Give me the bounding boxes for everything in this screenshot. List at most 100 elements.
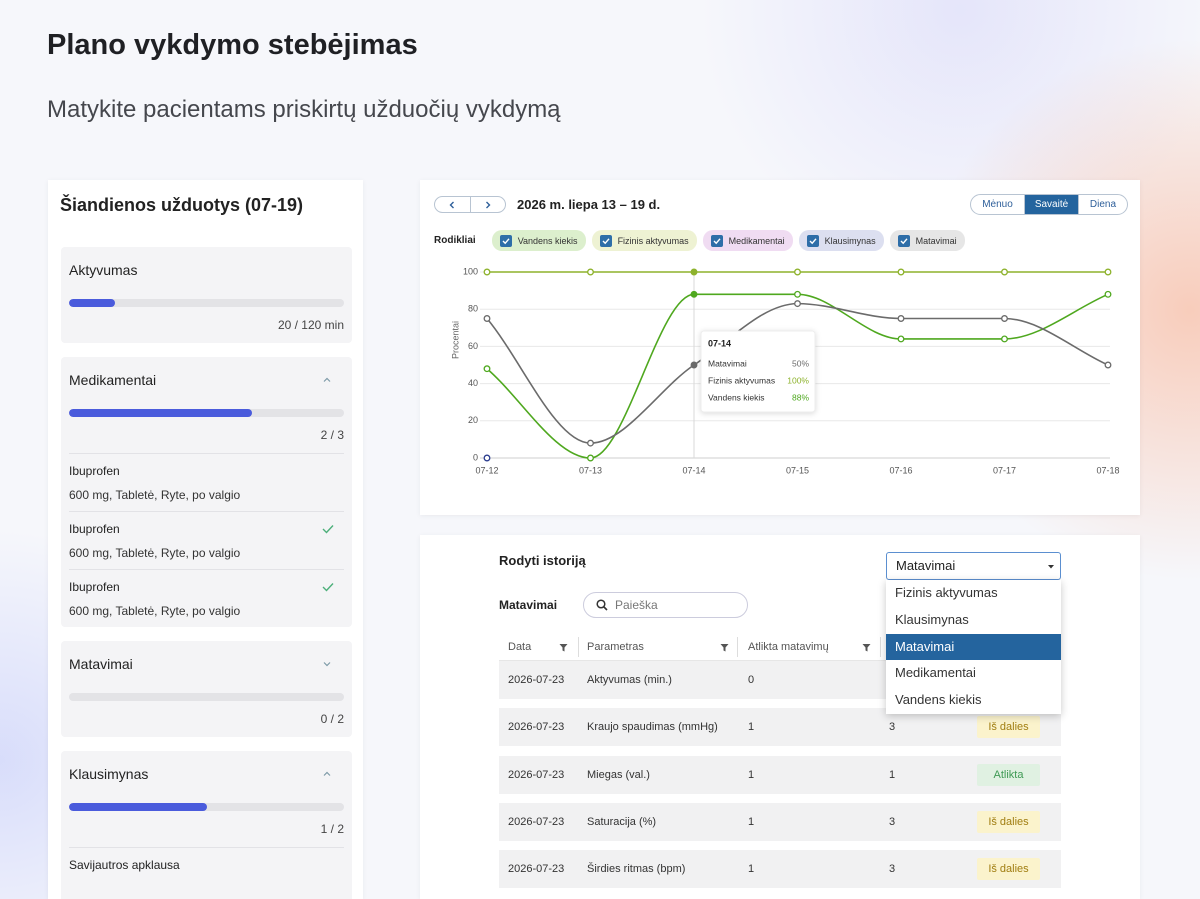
progress-label: 20 / 120 min [277,318,344,332]
progress-fill [69,409,253,417]
item-detail: 600 mg, Tabletė, Ryte, po valgio [69,604,241,618]
table-cell: 1 [748,815,755,828]
data-point [587,439,594,447]
legend-checkbox [806,234,819,247]
progress-track [69,409,344,417]
status-badge: Iš dalies [977,716,1040,739]
data-point [794,290,801,298]
data-point [794,300,801,308]
filter-icon[interactable] [862,643,871,652]
table-cell: 3 [889,721,896,734]
prev-button[interactable] [435,197,471,212]
legend-label: Medikamentai [728,235,785,246]
data-point [897,315,905,322]
select-option[interactable]: Klausimynas [895,611,969,627]
y-tick-label: 60 [468,341,478,351]
progress-track [69,693,344,701]
view-button[interactable]: Diena [1089,199,1117,210]
column-separator [578,637,579,657]
item-name: Ibuprofen [69,464,120,478]
x-tick-label: 07-16 [889,465,912,475]
select-option[interactable]: Matavimai [886,633,1061,661]
search-box[interactable]: Paieška [583,592,748,618]
filter-icon[interactable] [720,643,729,652]
table-cell: 1 [889,768,896,781]
task-list: Aktyvumas 20 / 120 min Medikamentai 2 / 3 Ib… [61,247,352,899]
task-header[interactable]: Matavimai [69,653,344,675]
column-separator [737,637,738,657]
progress-label: 2 / 3 [320,428,344,442]
task-name: Klausimynas [69,766,149,782]
data-point [483,315,491,322]
tooltip-value: 88% [792,392,809,402]
table-cell: Kraujo spaudimas (mmHg) [587,721,718,734]
item-detail: 600 mg, Tabletė, Ryte, po valgio [69,546,241,560]
page-subtitle: Matykite pacientams priskirtų užduočių v… [47,96,561,123]
table-cell: 2026-07-23 [508,863,565,875]
x-tick-label: 07-14 [682,465,705,475]
progress-label: 1 / 2 [320,822,344,836]
select-option[interactable]: Medikamentai [895,665,976,681]
tooltip-value: 50% [792,358,809,368]
view-button[interactable]: Savaitė [1025,195,1079,214]
data-point [1104,290,1112,298]
legend-item[interactable]: Vandens kiekis [491,230,586,251]
data-point [483,268,491,276]
tooltip-title: 07-14 [708,338,731,348]
next-button[interactable] [471,197,506,212]
legend-item[interactable]: Fizinis aktyvumas [591,230,697,251]
check-mark [502,237,510,244]
search-icon [596,599,608,611]
data-point [587,454,594,462]
select-option[interactable]: Fizinis aktyvumas [895,585,998,600]
status-badge: Atlikta [977,763,1040,786]
tooltip-name: Matavimai [708,358,747,368]
data-point [1001,315,1008,322]
filter-icon[interactable] [559,643,568,652]
table-cell: Saturacija (%) [587,815,657,828]
data-point [1104,361,1112,369]
task-item: Ibuprofen 600 mg, Tabletė, Ryte, po valgi… [69,511,344,569]
view-button[interactable]: Mėnuo [971,195,1025,214]
table-cell: Aktyvumas (min.) [587,674,672,686]
data-point [690,268,698,276]
task-item: Savijautros apklausa [69,847,344,899]
legend-label: Vandens kiekis [517,235,578,246]
select-caret [1048,565,1054,569]
check-mark [713,237,721,244]
legend-item[interactable]: Medikamentai [702,230,793,251]
table-cell: Miegas (val.) [587,768,650,781]
prev-icon [449,201,455,208]
date-nav [434,196,506,213]
table-cell: 0 [748,674,755,686]
legend-item[interactable]: Klausimynas [798,230,884,251]
tooltip: 07-14 Matavimai 50% Fizinis aktyvumas 100% Va… [700,330,816,413]
next-icon [485,201,491,208]
table-row: 2026-07-23 Kraujo spaudimas (mmHg) 1 3 Iš da… [499,708,1061,747]
x-tick-label: 07-12 [475,465,498,475]
table-cell: 2026-07-23 [508,768,565,781]
task-header[interactable]: Klausimynas [69,763,344,785]
table-cell: 1 [748,721,755,734]
data-point [1001,268,1008,276]
tooltip-value: 100% [787,375,809,385]
data-point [1104,268,1112,276]
history-card: Rodyti istoriją Matavimai Fizinis aktyvuma… [420,535,1140,899]
data-point [587,268,594,276]
legend-label: Fizinis aktyvumas [617,235,689,246]
legend-item[interactable]: Matavimai [889,230,965,251]
header-divider [499,660,1061,661]
legend-label: Klausimynas [824,235,876,246]
chart-card: 2026 m. liepa 13 – 19 d. Mėnuo Savaitė Dien… [420,180,1140,515]
y-tick-label: 0 [473,452,478,462]
page-title: Plano vykdymo stebėjimas [47,29,418,61]
select-option[interactable]: Vandens kiekis [895,692,982,707]
y-tick-label: 100 [463,266,478,276]
check-mark [809,237,817,244]
task-header[interactable]: Medikamentai [69,369,344,391]
x-tick-label: 07-18 [1096,465,1119,475]
table-cell: 1 [748,863,755,875]
chevron [323,377,331,382]
history-select[interactable]: Matavimai [886,552,1061,580]
